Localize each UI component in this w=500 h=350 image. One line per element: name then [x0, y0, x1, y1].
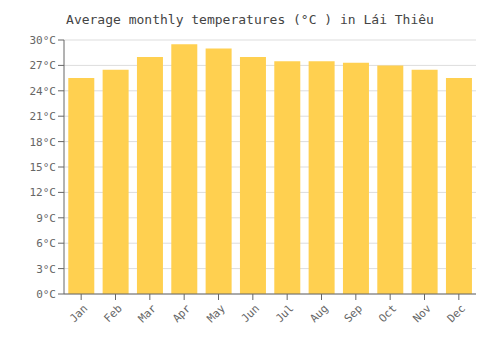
svg-text:6°C: 6°C	[36, 237, 56, 250]
svg-text:3°C: 3°C	[36, 263, 56, 276]
svg-text:0°C: 0°C	[36, 288, 56, 301]
svg-text:Apr: Apr	[170, 302, 194, 326]
svg-text:27°C: 27°C	[30, 59, 57, 72]
svg-text:12°C: 12°C	[30, 186, 57, 199]
svg-text:Nov: Nov	[410, 302, 434, 326]
svg-text:Jan: Jan	[67, 302, 90, 325]
svg-text:Mar: Mar	[136, 302, 160, 326]
svg-text:May: May	[204, 302, 228, 326]
svg-text:15°C: 15°C	[30, 161, 57, 174]
svg-text:24°C: 24°C	[30, 85, 57, 98]
svg-text:18°C: 18°C	[30, 136, 57, 149]
svg-text:Jul: Jul	[273, 302, 296, 325]
html-text:Average monthly temperatures (: Average monthly temperatures (°C ) in Lá…	[66, 12, 434, 27]
svg-text:9°C: 9°C	[36, 212, 56, 225]
svg-text:Sep: Sep	[342, 302, 365, 325]
svg-text:30°C: 30°C	[30, 34, 57, 47]
svg-text:Oct: Oct	[376, 302, 399, 325]
svg-text:Feb: Feb	[101, 302, 124, 325]
svg-text:Jun: Jun	[239, 302, 262, 325]
svg-text:Aug: Aug	[307, 302, 330, 325]
svg-text:Dec: Dec	[445, 302, 468, 325]
svg-text:21°C: 21°C	[30, 110, 57, 123]
